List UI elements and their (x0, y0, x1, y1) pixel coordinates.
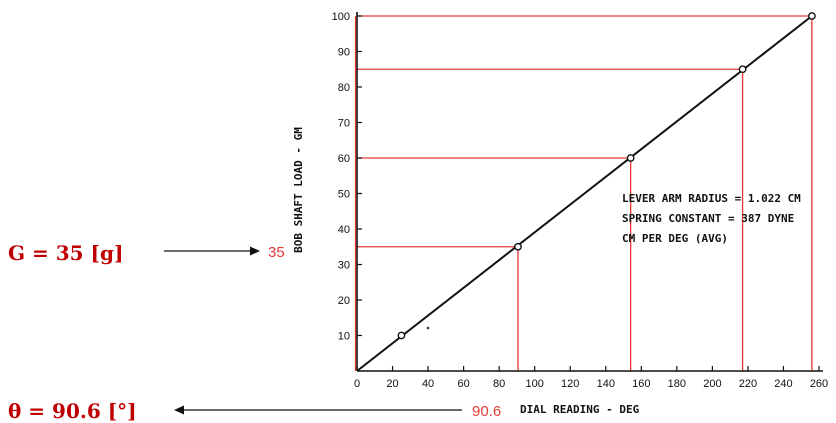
y-tick-label: 70 (338, 118, 350, 130)
y-axis-label: BOB SHAFT LOAD - GM (292, 127, 305, 253)
note-lever-arm: LEVER ARM RADIUS = 1.022 CM (622, 192, 801, 205)
angle-arrow-head (174, 405, 184, 415)
x-tick-label: 80 (493, 378, 505, 390)
y-tick-label: 80 (338, 82, 350, 94)
fit-line-group (356, 15, 813, 372)
x-tick-label: 40 (422, 378, 434, 390)
y-tick-label: 10 (338, 331, 350, 343)
note-per-deg: CM PER DEG (AVG) (622, 232, 728, 245)
y-tick-label: 100 (332, 11, 350, 23)
data-point (807, 12, 816, 20)
data-point (514, 242, 522, 251)
guide-lines (354, 15, 813, 371)
x-tick-label: 180 (668, 378, 686, 390)
x-tick-label: 240 (774, 378, 792, 390)
y-tick-label: 90 (338, 47, 350, 59)
x-tick-label: 20 (386, 378, 398, 390)
x-tick-label: 120 (561, 378, 579, 390)
x-tick-label: 200 (703, 378, 721, 390)
x-axis-label: DIAL READING - DEG (520, 403, 640, 416)
load-formula: G = 35 [g] (8, 241, 123, 265)
data-points (397, 12, 816, 340)
data-point (626, 154, 635, 162)
x-tick-label: 260 (810, 378, 828, 390)
load-marker-label: 35 (268, 244, 285, 261)
angle-formula: θ = 90.6 [°] (8, 399, 137, 423)
y-tick-label: 60 (338, 153, 350, 165)
stray-dot (426, 326, 430, 330)
y-tick-label: 50 (338, 189, 350, 201)
fit-line (356, 15, 813, 372)
x-tick-label: 220 (739, 378, 757, 390)
y-tick-label: 40 (338, 224, 350, 236)
x-tick-label: 60 (457, 378, 469, 390)
x-tick-label: 100 (526, 378, 544, 390)
y-tick-label: 30 (338, 260, 350, 272)
data-point (738, 65, 747, 74)
load-arrow-head (250, 246, 260, 256)
x-tick-label: 140 (597, 378, 615, 390)
x-tick-label: 0 (354, 378, 360, 390)
y-tick-label: 20 (338, 295, 350, 307)
angle-marker-label: 90.6 (472, 403, 501, 420)
data-point (397, 331, 406, 340)
x-tick-label: 160 (632, 378, 650, 390)
note-spring-constant: SPRING CONSTANT = 387 DYNE (622, 212, 794, 225)
axes: 10 20 30 40 50 60 70 80 90 100 0 20 40 60 80 100 120 140 1… (332, 11, 829, 390)
